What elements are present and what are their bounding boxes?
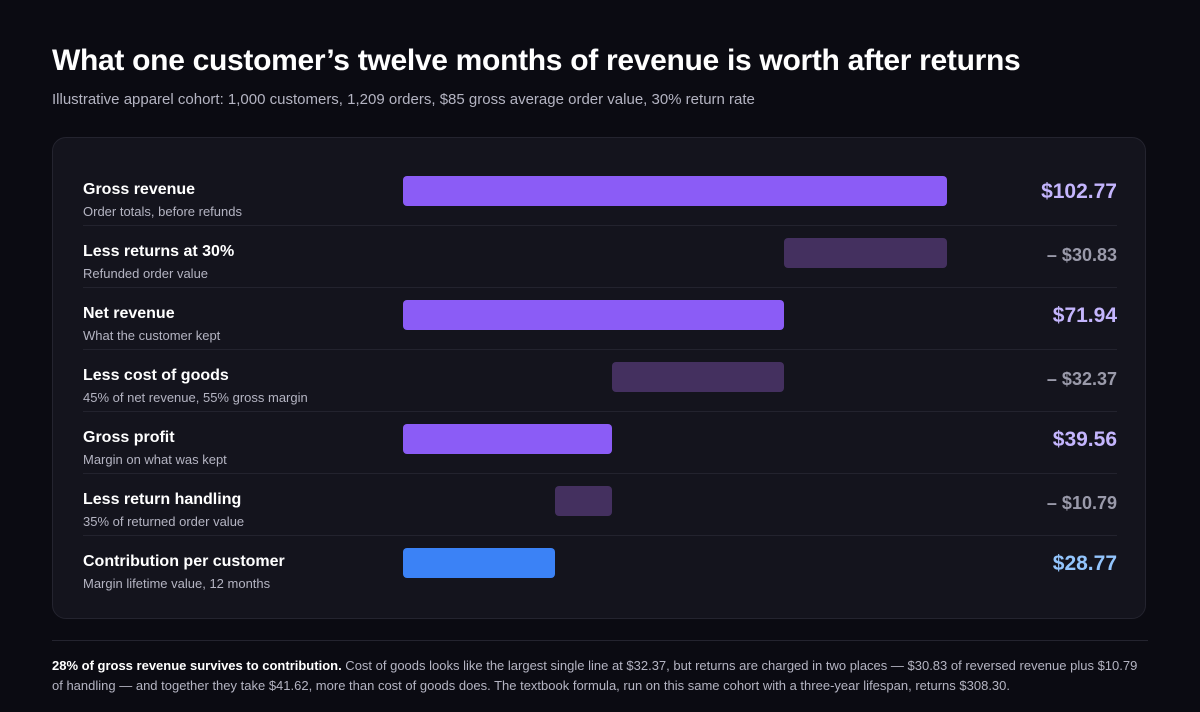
total-bar (403, 424, 613, 454)
row-sublabel: 45% of net revenue, 55% gross margin (83, 390, 308, 405)
chart-subtitle: Illustrative apparel cohort: 1,000 custo… (52, 91, 755, 108)
row-label: Less cost of goods (83, 367, 229, 384)
footnote-lead: 28% of gross revenue survives to contrib… (52, 658, 342, 673)
final-bar (403, 548, 556, 578)
waterfall-row: Less returns at 30% Refunded order value –… (83, 226, 1117, 288)
footnote: 28% of gross revenue survives to contrib… (52, 656, 1148, 696)
row-sublabel: 35% of returned order value (83, 514, 245, 529)
row-sublabel: Order totals, before refunds (83, 204, 242, 219)
footer-divider (52, 640, 1148, 641)
row-divider (83, 473, 1117, 474)
row-label: Less returns at 30% (83, 243, 235, 260)
row-label: Contribution per customer (83, 553, 285, 570)
row-value: – $30.83 (1046, 245, 1117, 265)
row-value: $71.94 (1052, 304, 1117, 327)
deduction-bar (783, 238, 947, 268)
row-divider (83, 349, 1117, 350)
deduction-bar (612, 362, 784, 392)
row-value: – $10.79 (1046, 493, 1117, 513)
row-label: Gross revenue (83, 181, 196, 198)
row-label: Net revenue (83, 305, 175, 322)
row-value: $28.77 (1052, 552, 1117, 575)
row-sublabel: What the customer kept (83, 328, 221, 343)
row-divider (83, 535, 1117, 536)
row-divider (83, 225, 1117, 226)
waterfall-row: Net revenue What the customer kept $71.94 (83, 288, 1117, 350)
waterfall-row: Gross profit Margin on what was kept $39.5… (83, 412, 1117, 474)
row-sublabel: Margin lifetime value, 12 months (83, 576, 271, 591)
waterfall-row: Contribution per customer Margin lifetime… (83, 536, 1117, 598)
waterfall-row: Less cost of goods 45% of net revenue, 55… (83, 350, 1117, 412)
footnote-body: Cost of goods looks like the largest sin… (52, 658, 1138, 693)
row-value: $39.56 (1052, 428, 1117, 451)
row-divider (83, 287, 1117, 288)
total-bar (403, 176, 947, 206)
waterfall-row: Less return handling 35% of returned orde… (83, 474, 1117, 536)
waterfall-row: Gross revenue Order totals, before refund… (83, 164, 1117, 226)
row-label: Gross profit (83, 429, 175, 446)
row-value: $102.77 (1041, 180, 1117, 203)
row-sublabel: Margin on what was kept (83, 452, 227, 467)
total-bar (403, 300, 784, 330)
row-sublabel: Refunded order value (83, 266, 209, 281)
waterfall-chart: Gross revenue Order totals, before refund… (52, 137, 1146, 619)
row-label: Less return handling (83, 491, 242, 508)
chart-title: What one customer’s twelve months of rev… (52, 44, 1021, 77)
deduction-bar (555, 486, 613, 516)
row-value: – $32.37 (1046, 369, 1117, 389)
page: What one customer’s twelve months of rev… (52, 0, 1148, 712)
row-divider (83, 411, 1117, 412)
